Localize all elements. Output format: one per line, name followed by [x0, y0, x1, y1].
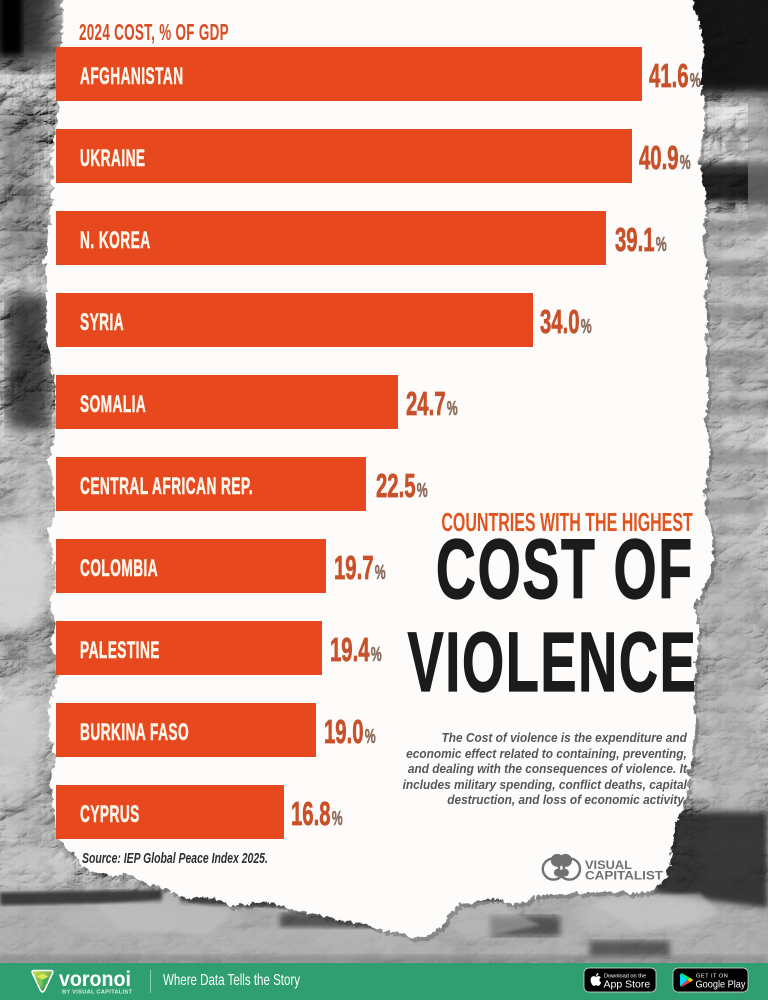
svg-text:GET IT ON: GET IT ON [696, 974, 728, 980]
svg-text:BY VISUAL CAPITALIST: BY VISUAL CAPITALIST [62, 990, 132, 996]
svg-text:Where Data Tells the Story: Where Data Tells the Story [163, 972, 300, 989]
svg-text:VISUAL: VISUAL [585, 858, 632, 872]
svg-text:Download on the: Download on the [604, 974, 646, 980]
svg-text:App Store: App Store [604, 979, 651, 991]
svg-text:voronoi: voronoi [59, 967, 131, 991]
svg-text:CAPITALIST: CAPITALIST [585, 868, 663, 882]
svg-text:Google Play: Google Play [696, 979, 747, 991]
